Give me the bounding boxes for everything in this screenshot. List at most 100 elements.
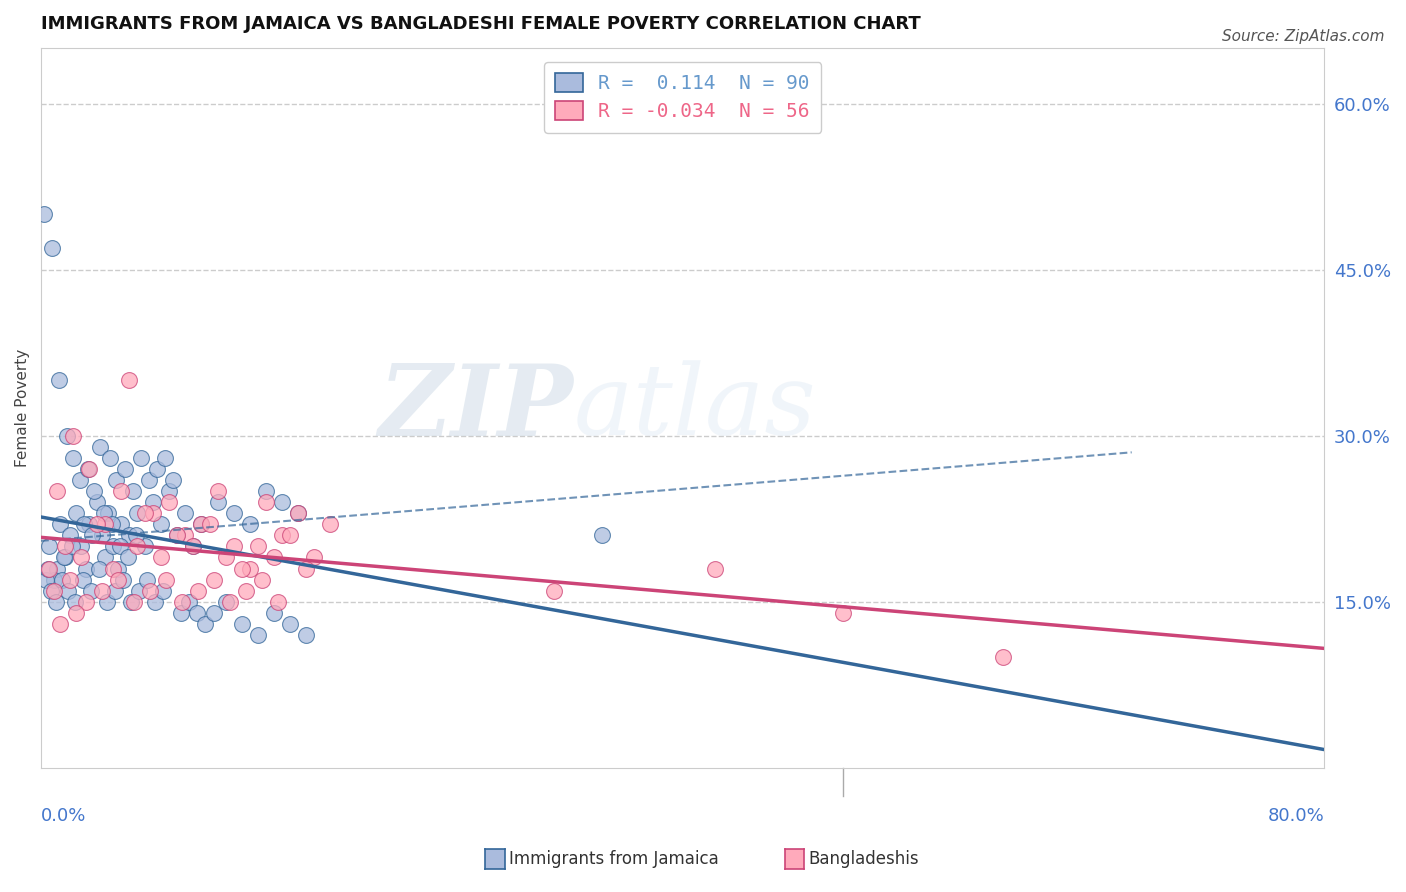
- Point: [103, 540, 125, 554]
- Point: [127, 506, 149, 520]
- Point: [231, 561, 253, 575]
- Point: [155, 573, 177, 587]
- Point: [138, 473, 160, 487]
- Point: [150, 517, 173, 532]
- Point: [38, 561, 60, 575]
- Point: [118, 528, 141, 542]
- Point: [703, 561, 725, 575]
- Point: [35, 573, 58, 587]
- Point: [41, 241, 63, 255]
- Point: [59, 573, 82, 587]
- Point: [246, 540, 269, 554]
- Point: [94, 550, 117, 565]
- Point: [60, 540, 83, 554]
- Point: [183, 540, 205, 554]
- Point: [263, 550, 285, 565]
- Point: [270, 495, 292, 509]
- Point: [110, 517, 132, 532]
- Point: [89, 440, 111, 454]
- Point: [49, 517, 72, 532]
- Point: [172, 595, 194, 609]
- Point: [117, 550, 139, 565]
- Point: [202, 573, 225, 587]
- Point: [145, 462, 167, 476]
- Point: [207, 495, 229, 509]
- Point: [134, 540, 156, 554]
- Point: [118, 373, 141, 387]
- Y-axis label: Female Poverty: Female Poverty: [15, 349, 30, 467]
- Point: [214, 595, 236, 609]
- Point: [187, 583, 209, 598]
- Text: IMMIGRANTS FROM JAMAICA VS BANGLADESHI FEMALE POVERTY CORRELATION CHART: IMMIGRANTS FROM JAMAICA VS BANGLADESHI F…: [41, 15, 921, 33]
- Point: [239, 517, 262, 532]
- Text: ZIP: ZIP: [378, 359, 574, 457]
- Point: [319, 517, 342, 532]
- Point: [59, 528, 82, 542]
- Point: [993, 650, 1015, 665]
- Point: [183, 540, 205, 554]
- Point: [134, 506, 156, 520]
- Point: [157, 495, 180, 509]
- Point: [139, 583, 162, 598]
- Point: [246, 628, 269, 642]
- Point: [73, 517, 96, 532]
- Point: [65, 506, 87, 520]
- Point: [222, 540, 245, 554]
- Point: [194, 616, 217, 631]
- Point: [150, 550, 173, 565]
- Point: [254, 484, 277, 499]
- Point: [82, 528, 104, 542]
- Point: [62, 450, 84, 465]
- Point: [153, 450, 176, 465]
- Point: [42, 573, 65, 587]
- Point: [162, 473, 184, 487]
- Point: [166, 528, 188, 542]
- Point: [142, 495, 165, 509]
- Point: [39, 583, 62, 598]
- Point: [100, 517, 122, 532]
- Point: [198, 517, 221, 532]
- Point: [37, 561, 59, 575]
- Point: [105, 473, 128, 487]
- Point: [254, 495, 277, 509]
- Point: [53, 540, 76, 554]
- Point: [77, 517, 100, 532]
- Point: [87, 561, 110, 575]
- Point: [190, 517, 212, 532]
- Point: [107, 561, 129, 575]
- Point: [278, 616, 301, 631]
- Point: [174, 528, 197, 542]
- Point: [98, 450, 121, 465]
- Point: [302, 550, 325, 565]
- Point: [136, 573, 159, 587]
- Point: [591, 528, 613, 542]
- Point: [235, 583, 257, 598]
- Point: [214, 550, 236, 565]
- Point: [97, 506, 120, 520]
- Point: [114, 462, 136, 476]
- Point: [152, 583, 174, 598]
- Point: [157, 484, 180, 499]
- Point: [48, 373, 70, 387]
- Point: [70, 540, 93, 554]
- Text: Source: ZipAtlas.com: Source: ZipAtlas.com: [1222, 29, 1385, 44]
- Point: [72, 573, 94, 587]
- Point: [80, 583, 103, 598]
- Point: [65, 606, 87, 620]
- Point: [75, 595, 97, 609]
- Point: [127, 540, 149, 554]
- Point: [125, 528, 148, 542]
- Point: [83, 484, 105, 499]
- Point: [86, 517, 108, 532]
- Point: [128, 583, 150, 598]
- Point: [186, 606, 208, 620]
- Point: [111, 573, 134, 587]
- Point: [49, 616, 72, 631]
- Point: [174, 506, 197, 520]
- Point: [52, 550, 75, 565]
- Point: [143, 595, 166, 609]
- Point: [121, 484, 143, 499]
- Point: [142, 506, 165, 520]
- Point: [263, 606, 285, 620]
- Point: [252, 573, 274, 587]
